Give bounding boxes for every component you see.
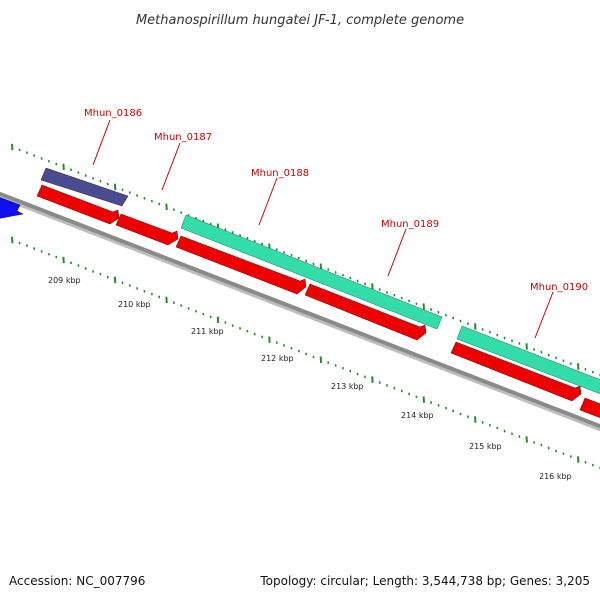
cds-next-partial[interactable] <box>579 397 600 420</box>
gene-mhun-0186-bar[interactable] <box>40 167 129 207</box>
gene-features <box>0 167 600 420</box>
gene-mhun-0190-bar[interactable] <box>456 325 600 396</box>
inner-tick-row <box>11 236 600 470</box>
outer-tick-row <box>11 143 600 377</box>
leader-mhun-0186 <box>92 119 111 166</box>
tick-label-211: 211 kbp <box>191 327 224 336</box>
scale-tick-labels: 209 kbp 210 kbp 211 kbp 212 kbp 213 kbp … <box>48 276 572 481</box>
cds-mhun-0188[interactable] <box>175 235 307 295</box>
label-mhun-0186[interactable]: Mhun_0186 <box>84 108 142 119</box>
label-mhun-0190[interactable]: Mhun_0190 <box>530 282 588 293</box>
map-title: Methanospirillum hungatei JF-1, complete… <box>136 13 464 28</box>
cds-mhun-0189[interactable] <box>304 283 427 341</box>
cds-mhun-0187[interactable] <box>115 213 179 246</box>
accession-text: Accession: NC_007796 <box>9 574 145 588</box>
major-tick <box>165 203 168 211</box>
backbone-shadow <box>0 194 600 432</box>
minor-tick <box>239 234 242 237</box>
tick-label-209: 209 kbp <box>48 276 81 285</box>
leader-mhun-0189 <box>387 228 407 277</box>
blue-feature-arrow[interactable] <box>0 196 24 219</box>
major-tick <box>165 296 168 304</box>
genome-summary-text: Topology: circular; Length: 3,544,738 bp… <box>259 574 590 588</box>
gene-labels: Mhun_0186 Mhun_0187 Mhun_0188 Mhun_0189 … <box>84 108 588 339</box>
tick-label-212: 212 kbp <box>261 354 294 363</box>
minor-tick <box>106 182 109 186</box>
scale-ticks <box>11 143 600 470</box>
label-mhun-0187[interactable]: Mhun_0187 <box>154 132 212 143</box>
tick-label-216: 216 kbp <box>539 472 572 481</box>
minor-tick <box>239 327 242 330</box>
tick-label-213: 213 kbp <box>331 382 364 391</box>
label-mhun-0188[interactable]: Mhun_0188 <box>251 168 309 179</box>
gene-mhun-0188-bar[interactable] <box>180 214 443 330</box>
tick-label-215: 215 kbp <box>469 442 502 451</box>
leader-mhun-0188 <box>258 177 278 226</box>
leader-mhun-0187 <box>161 142 181 191</box>
cds-mhun-0190[interactable] <box>450 341 582 402</box>
genome-backbone <box>0 191 600 429</box>
tick-label-210: 210 kbp <box>118 300 151 309</box>
minor-tick <box>106 275 109 279</box>
tick-label-214: 214 kbp <box>401 411 434 420</box>
leader-mhun-0190 <box>534 291 554 339</box>
label-mhun-0189[interactable]: Mhun_0189 <box>381 219 439 230</box>
